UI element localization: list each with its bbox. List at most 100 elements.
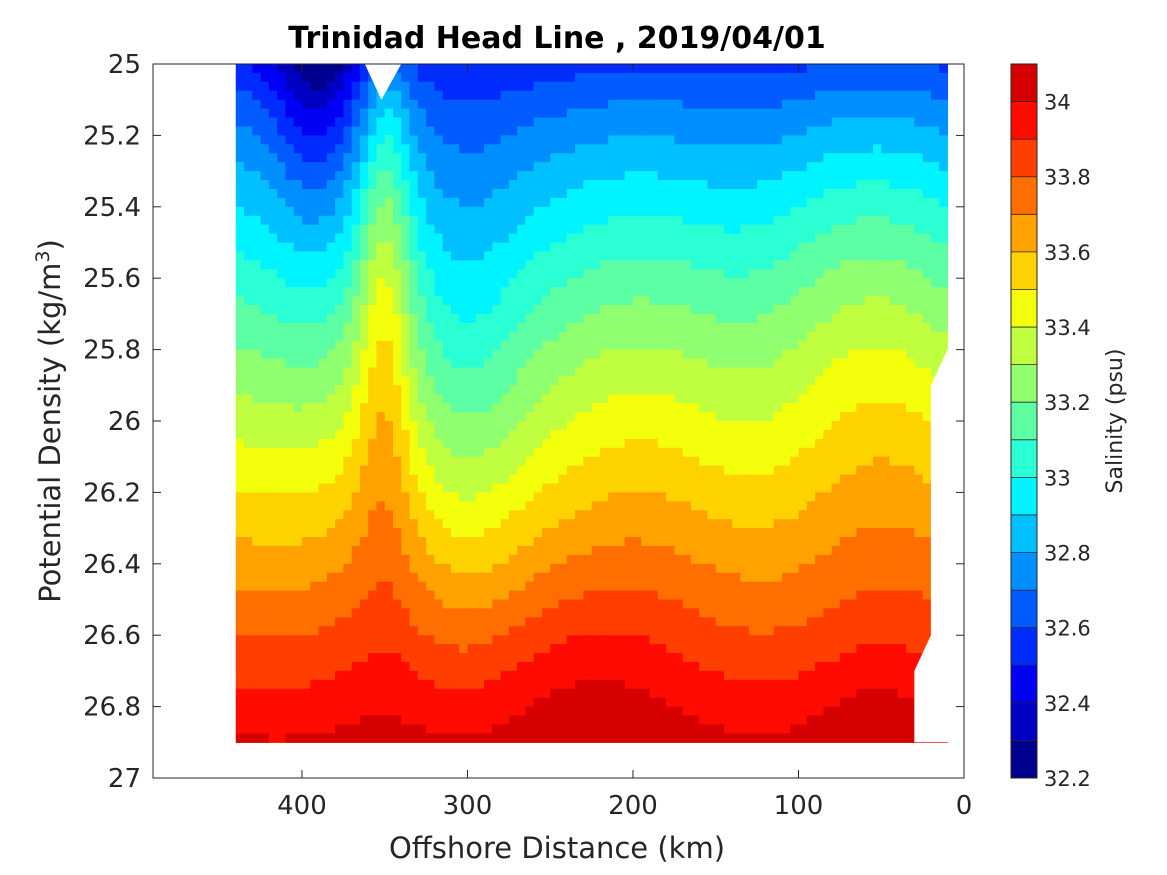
contour-cell: [583, 483, 593, 493]
contour-cell: [922, 554, 932, 565]
contour-cell: [517, 429, 526, 440]
contour-cell: [881, 367, 891, 377]
contour-cell: [599, 233, 609, 244]
contour-cell: [690, 251, 700, 261]
contour-cell: [897, 206, 907, 217]
contour-cell: [616, 233, 626, 244]
contour-cell: [417, 242, 427, 253]
contour-cell: [492, 224, 502, 235]
contour-cell: [666, 162, 675, 172]
contour-cell: [649, 99, 659, 110]
contour-cell: [889, 438, 899, 449]
contour-cell: [335, 269, 344, 279]
contour-cell: [781, 117, 791, 128]
contour-cell: [417, 438, 427, 449]
contour-cell: [848, 412, 858, 422]
contour-cell: [293, 81, 303, 92]
contour-cell: [401, 465, 411, 476]
contour-cell: [715, 126, 725, 136]
contour-cell: [426, 510, 435, 520]
contour-cell: [914, 465, 924, 476]
contour-cell: [682, 304, 692, 315]
contour-cell: [715, 528, 725, 538]
contour-cell: [806, 403, 816, 413]
contour-cell: [740, 331, 750, 342]
contour-cell: [690, 144, 700, 154]
contour-cell: [492, 394, 502, 404]
contour-cell: [508, 215, 518, 226]
contour-cell: [690, 510, 700, 520]
contour-cell: [906, 358, 915, 369]
contour-cell: [815, 313, 824, 324]
contour-cell: [624, 224, 634, 235]
contour-cell: [740, 206, 750, 217]
contour-cell: [889, 474, 899, 485]
contour-cell: [831, 447, 841, 458]
contour-cell: [252, 296, 262, 306]
contour-cell: [550, 492, 560, 502]
contour-cell: [517, 251, 526, 261]
contour-cell: [475, 349, 485, 360]
contour-cell: [277, 367, 287, 377]
contour-cell: [765, 224, 775, 235]
contour-cell: [781, 510, 791, 520]
contour-cell: [475, 331, 485, 342]
contour-cell: [624, 108, 634, 119]
contour-cell: [591, 188, 601, 199]
contour-cell: [806, 456, 816, 467]
contour-cell: [467, 385, 477, 395]
contour-cell: [790, 251, 800, 261]
contour-cell: [616, 224, 626, 235]
contour-cell: [285, 90, 295, 101]
contour-cell: [831, 331, 841, 342]
contour-cell: [922, 251, 932, 261]
contour-cell: [484, 367, 493, 377]
contour-cell: [310, 456, 320, 467]
contour-cell: [475, 429, 485, 440]
contour-cell: [533, 385, 543, 395]
contour-cell: [484, 287, 493, 297]
contour-cell: [839, 510, 849, 520]
contour-cell: [459, 108, 469, 119]
contour-cell: [550, 447, 560, 458]
contour-cell: [301, 206, 311, 217]
contour-cell: [301, 322, 311, 333]
contour-cell: [459, 72, 469, 83]
contour-cell: [616, 144, 626, 154]
contour-cell: [376, 108, 386, 119]
contour-cell: [848, 313, 858, 324]
contour-cell: [897, 412, 907, 422]
contour-cell: [641, 233, 651, 244]
contour-cell: [715, 412, 725, 422]
contour-cell: [856, 99, 866, 110]
contour-cell: [591, 322, 601, 333]
contour-cell: [748, 367, 758, 377]
contour-cell: [815, 64, 824, 74]
contour-cell: [740, 519, 750, 529]
contour-cell: [699, 90, 709, 101]
contour-cell: [343, 510, 353, 520]
contour-cell: [624, 421, 634, 431]
contour-cell: [707, 545, 717, 556]
contour-cell: [335, 358, 344, 369]
contour-cell: [872, 72, 882, 83]
contour-cell: [608, 296, 618, 306]
contour-cell: [690, 313, 700, 324]
contour-cell: [467, 376, 477, 386]
contour-cell: [815, 358, 824, 369]
contour-cell: [732, 117, 742, 128]
contour-cell: [244, 510, 253, 520]
contour-cell: [641, 135, 651, 145]
contour-cell: [674, 483, 684, 493]
contour-cell: [244, 90, 253, 101]
contour-cell: [815, 108, 824, 119]
contour-cell: [459, 135, 469, 145]
contour-cell: [293, 90, 303, 101]
contour-cell: [343, 233, 353, 244]
contour-cell: [376, 117, 386, 128]
contour-cell: [310, 394, 320, 404]
contour-cell: [293, 260, 303, 270]
contour-cell: [475, 447, 485, 458]
contour-cell: [326, 403, 336, 413]
contour-cell: [376, 296, 386, 306]
